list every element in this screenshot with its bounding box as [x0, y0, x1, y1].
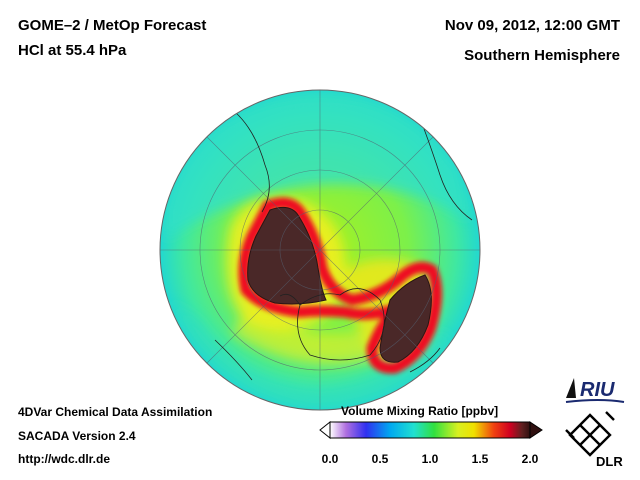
footer-line1: 4DVar Chemical Data Assimilation — [18, 405, 213, 419]
datetime-label: Nov 09, 2012, 12:00 GMT — [444, 17, 620, 34]
colorbar-tick-label: 0.5 — [371, 452, 389, 466]
graticule — [160, 90, 480, 410]
colorbar-tick-label: 1.0 — [421, 452, 439, 466]
map-title: GOME–2 / MetOp Forecast — [18, 17, 207, 34]
colorbar-tick-label: 1.5 — [471, 452, 489, 466]
region-label: Southern Hemisphere — [464, 47, 620, 64]
high-hcl-rim — [238, 197, 442, 374]
colorbar-max-arrow — [529, 421, 543, 439]
dlr-logo-text: DLR — [596, 454, 623, 469]
low-hcl-region — [247, 206, 432, 363]
colorbar — [319, 420, 543, 440]
colorbar-tick-label: 2.0 — [521, 452, 539, 466]
riu-logo-text: RIU — [580, 379, 615, 401]
low-latitude-band — [165, 93, 470, 410]
footer-url[interactable]: http://wdc.dlr.de — [18, 452, 110, 466]
map-subtitle: HCl at 55.4 hPa — [18, 42, 127, 59]
globe-field — [160, 90, 480, 410]
footer-line2: SACADA Version 2.4 — [18, 429, 136, 443]
colorbar-tick-label: 0.0 — [321, 452, 339, 466]
globe-outline — [159, 89, 481, 411]
colorbar-title: Volume Mixing Ratio [ppbv] — [341, 404, 499, 418]
coastlines — [214, 111, 473, 381]
riu-logo: RIU — [565, 378, 625, 403]
dlr-logo — [565, 411, 615, 457]
colorbar-min-arrow — [319, 420, 331, 440]
colorbar-gradient — [329, 421, 531, 439]
